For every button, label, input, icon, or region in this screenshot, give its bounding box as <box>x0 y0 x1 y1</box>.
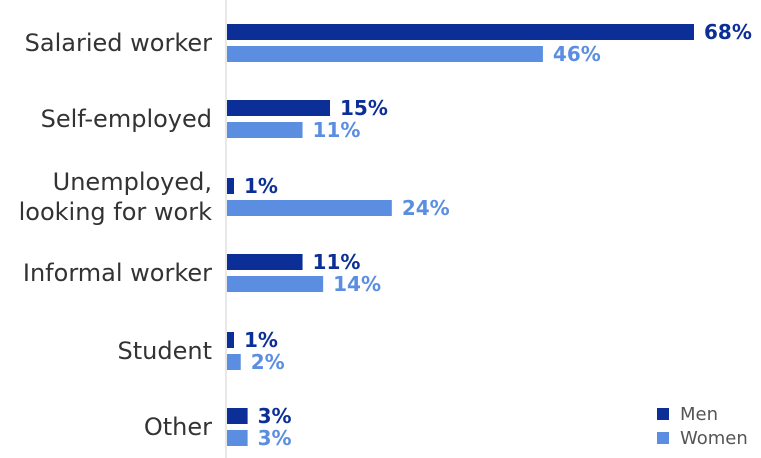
value-label-men: 3% <box>258 404 292 428</box>
legend-swatch-men <box>657 408 669 420</box>
value-label-women: 46% <box>553 42 601 66</box>
bar-men <box>227 24 694 40</box>
bar-women <box>227 122 303 138</box>
legend-label-men: Men <box>680 404 718 425</box>
category-label: Informal worker <box>23 259 212 287</box>
bar-women <box>227 430 248 446</box>
bar-women <box>227 46 543 62</box>
bar-men <box>227 178 234 194</box>
value-label-men: 1% <box>244 174 278 198</box>
value-label-women: 2% <box>251 350 285 374</box>
value-label-men: 15% <box>340 96 388 120</box>
value-label-women: 3% <box>258 426 292 450</box>
bar-men <box>227 332 234 348</box>
category-label: Other <box>144 413 212 441</box>
value-label-women: 14% <box>333 272 381 296</box>
value-label-men: 1% <box>244 328 278 352</box>
value-labels: 68%46%15%11%1%24%11%14%1%2%3%3% <box>244 20 752 450</box>
bar-men <box>227 100 331 116</box>
value-label-women: 24% <box>402 196 450 220</box>
category-labels: Salaried worker Self-employed Unemployed,l… <box>19 29 213 441</box>
category-label: Self-employed <box>41 105 212 133</box>
value-label-men: 11% <box>313 250 361 274</box>
bars <box>227 24 694 446</box>
bar-women <box>227 354 241 370</box>
legend: Men Women <box>657 404 748 449</box>
bar-men <box>227 408 248 424</box>
bar-men <box>227 254 303 270</box>
legend-swatch-women <box>657 432 669 444</box>
category-label: Salaried worker <box>25 29 212 57</box>
value-label-men: 68% <box>704 20 752 44</box>
bar-women <box>227 200 392 216</box>
category-label: looking for work <box>19 198 212 226</box>
value-label-women: 11% <box>313 118 361 142</box>
bar-women <box>227 276 324 292</box>
category-label: Unemployed, <box>53 168 212 196</box>
category-label: Student <box>118 337 212 365</box>
legend-label-women: Women <box>680 428 748 449</box>
